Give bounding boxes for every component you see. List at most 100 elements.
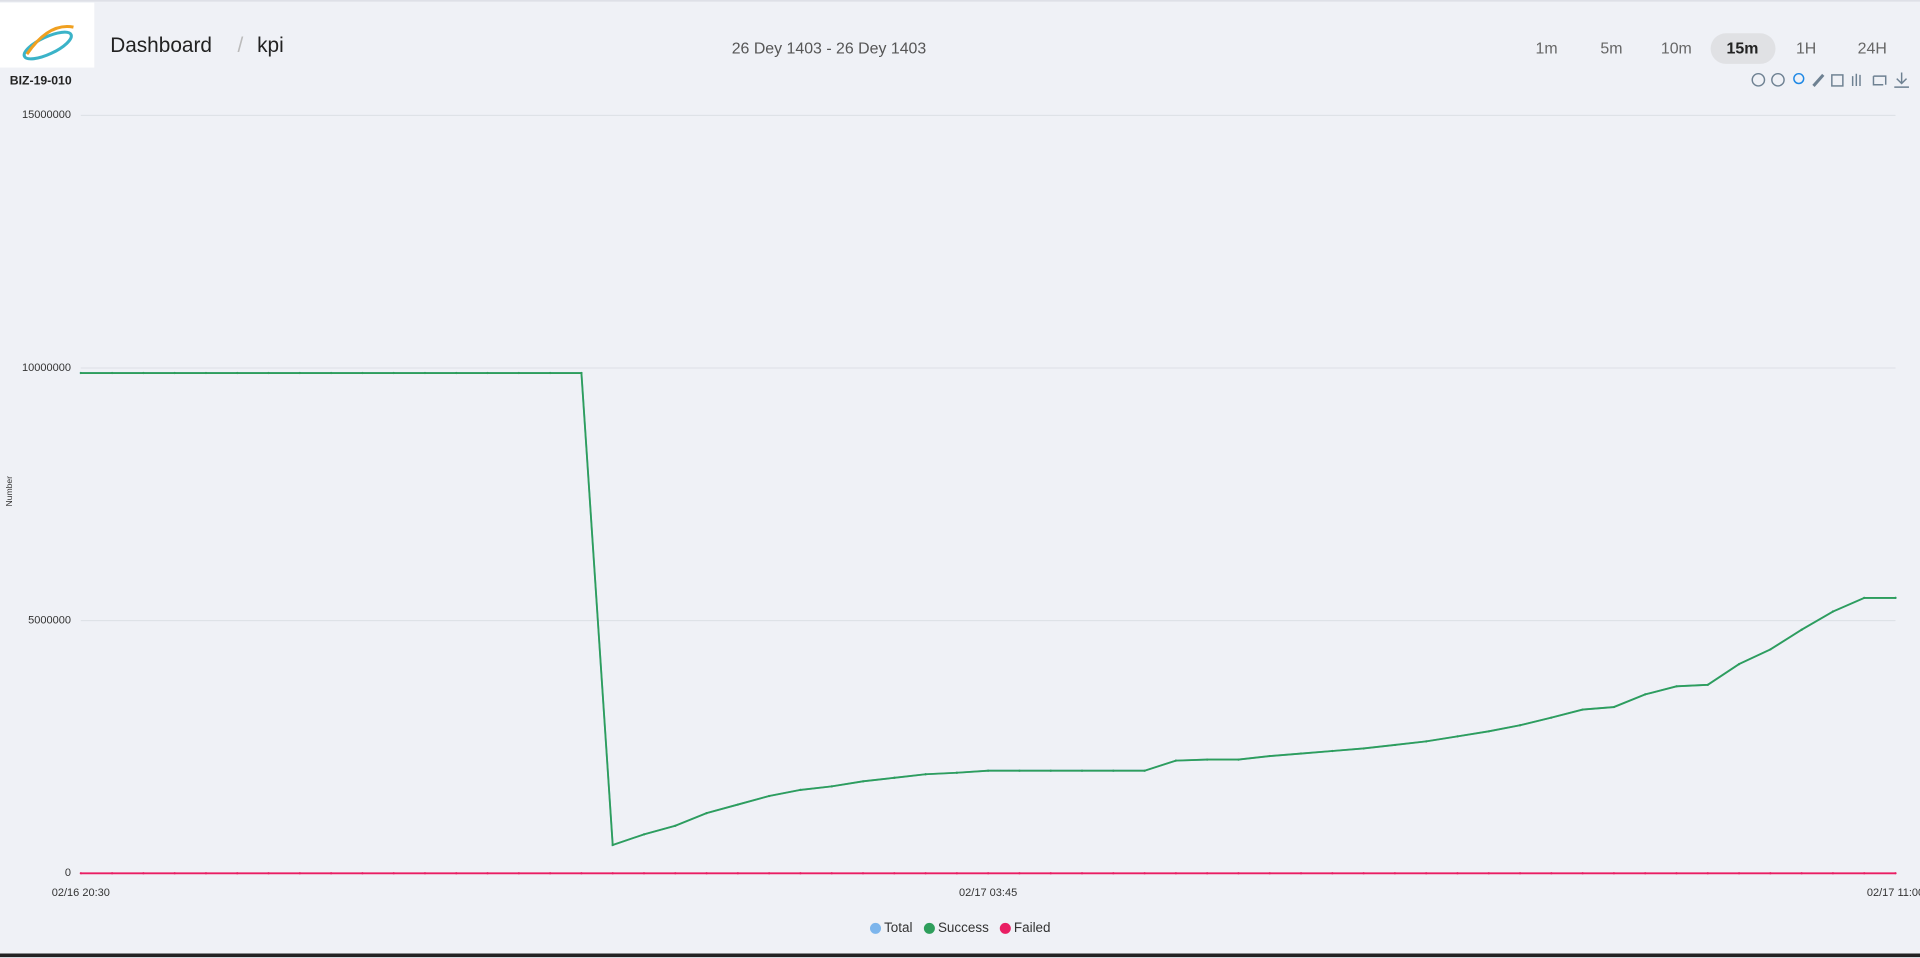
data-point	[1237, 872, 1240, 875]
data-point	[799, 788, 802, 792]
reset-icon[interactable]	[1872, 75, 1887, 86]
data-point	[1206, 758, 1209, 761]
data-point	[392, 872, 395, 875]
data-point	[142, 872, 145, 875]
data-point	[1393, 872, 1397, 875]
active-range-pill	[1710, 33, 1776, 64]
data-point	[455, 872, 458, 875]
data-point	[1737, 872, 1741, 875]
data-point	[1362, 747, 1365, 750]
data-point	[1174, 872, 1177, 875]
data-point	[1612, 705, 1616, 709]
data-point	[79, 872, 82, 875]
logo[interactable]	[0, 2, 95, 68]
data-point	[1049, 769, 1052, 772]
data-point	[768, 872, 771, 875]
data-point	[1550, 716, 1553, 719]
legend-label[interactable]: Failed	[1014, 920, 1051, 935]
data-point	[1644, 872, 1647, 875]
data-point	[236, 872, 239, 875]
data-point	[486, 872, 489, 875]
data-point	[1425, 740, 1428, 743]
data-point	[955, 872, 958, 875]
data-point	[1174, 759, 1177, 762]
legend-marker[interactable]	[999, 922, 1011, 934]
zoom-in-icon[interactable]	[1751, 72, 1766, 87]
breadcrumb[interactable]: Dashboard	[110, 34, 212, 57]
data-point	[1112, 769, 1115, 772]
data-point	[423, 872, 427, 875]
range-button[interactable]: 15m	[1727, 40, 1759, 57]
data-point	[204, 872, 208, 875]
device-id: BIZ-19-010	[10, 73, 72, 87]
data-point	[1894, 872, 1897, 875]
data-point	[111, 371, 114, 375]
date-range[interactable]: 26 Dey 1403 - 26 Dey 1403	[732, 40, 927, 57]
data-point	[1456, 735, 1459, 738]
data-point	[1675, 872, 1678, 875]
fit-icon[interactable]	[1831, 74, 1844, 87]
range-button[interactable]: 1m	[1535, 40, 1557, 57]
selection-zoom-icon[interactable]	[1793, 72, 1805, 85]
pen-icon[interactable]	[1812, 73, 1825, 87]
data-point	[330, 371, 333, 375]
data-point	[1894, 596, 1897, 599]
data-point	[1863, 872, 1866, 875]
data-point	[1581, 872, 1584, 875]
data-point	[486, 371, 489, 375]
data-point	[173, 371, 176, 375]
legend-marker[interactable]	[870, 922, 882, 934]
y-tick-label: 0	[65, 867, 71, 879]
data-point	[674, 824, 677, 827]
data-point	[1769, 648, 1772, 651]
data-point	[1237, 758, 1240, 761]
data-point	[1049, 872, 1052, 875]
data-point	[924, 773, 927, 776]
data-point	[1206, 872, 1209, 875]
data-point	[1706, 872, 1709, 875]
legend-marker[interactable]	[923, 922, 935, 934]
y-tick-label: 15000000	[22, 109, 71, 121]
data-point	[549, 371, 552, 375]
data-point	[955, 771, 958, 774]
data-point	[768, 794, 771, 798]
data-point	[517, 371, 520, 375]
data-point	[1487, 730, 1490, 733]
data-point	[1143, 872, 1146, 875]
logo-arc	[25, 24, 74, 55]
y-tick-label: 5000000	[28, 615, 71, 627]
range-button[interactable]: 24H	[1858, 40, 1887, 57]
data-point	[1831, 610, 1835, 613]
data-point	[674, 872, 677, 875]
breadcrumb-separator: /	[238, 34, 244, 57]
data-point	[1800, 628, 1803, 631]
data-point	[893, 776, 896, 779]
legend-label[interactable]: Total	[884, 920, 912, 935]
data-point	[705, 812, 708, 815]
data-point	[1487, 872, 1490, 875]
data-point	[298, 872, 301, 875]
pan-icon[interactable]	[1851, 73, 1861, 86]
data-point	[924, 872, 927, 875]
range-button[interactable]: 1H	[1796, 40, 1816, 57]
breadcrumb: kpi	[257, 34, 284, 57]
data-point	[1080, 872, 1084, 875]
data-point	[1268, 872, 1271, 875]
zoom-out-icon[interactable]	[1771, 72, 1785, 87]
data-point	[1299, 872, 1303, 875]
data-point	[987, 872, 990, 875]
data-point	[893, 872, 896, 875]
y-axis-title: Number	[4, 476, 14, 507]
range-button[interactable]: 10m	[1661, 40, 1692, 57]
download-icon[interactable]	[1894, 72, 1909, 88]
data-point	[1518, 872, 1522, 875]
data-point	[361, 371, 364, 375]
data-point	[736, 872, 739, 875]
legend-label[interactable]: Success	[938, 920, 989, 935]
data-point	[236, 371, 239, 375]
data-point	[1769, 872, 1772, 875]
data-point	[1331, 749, 1334, 753]
chart-toolbar	[1751, 72, 1909, 88]
range-button[interactable]: 5m	[1600, 40, 1622, 57]
